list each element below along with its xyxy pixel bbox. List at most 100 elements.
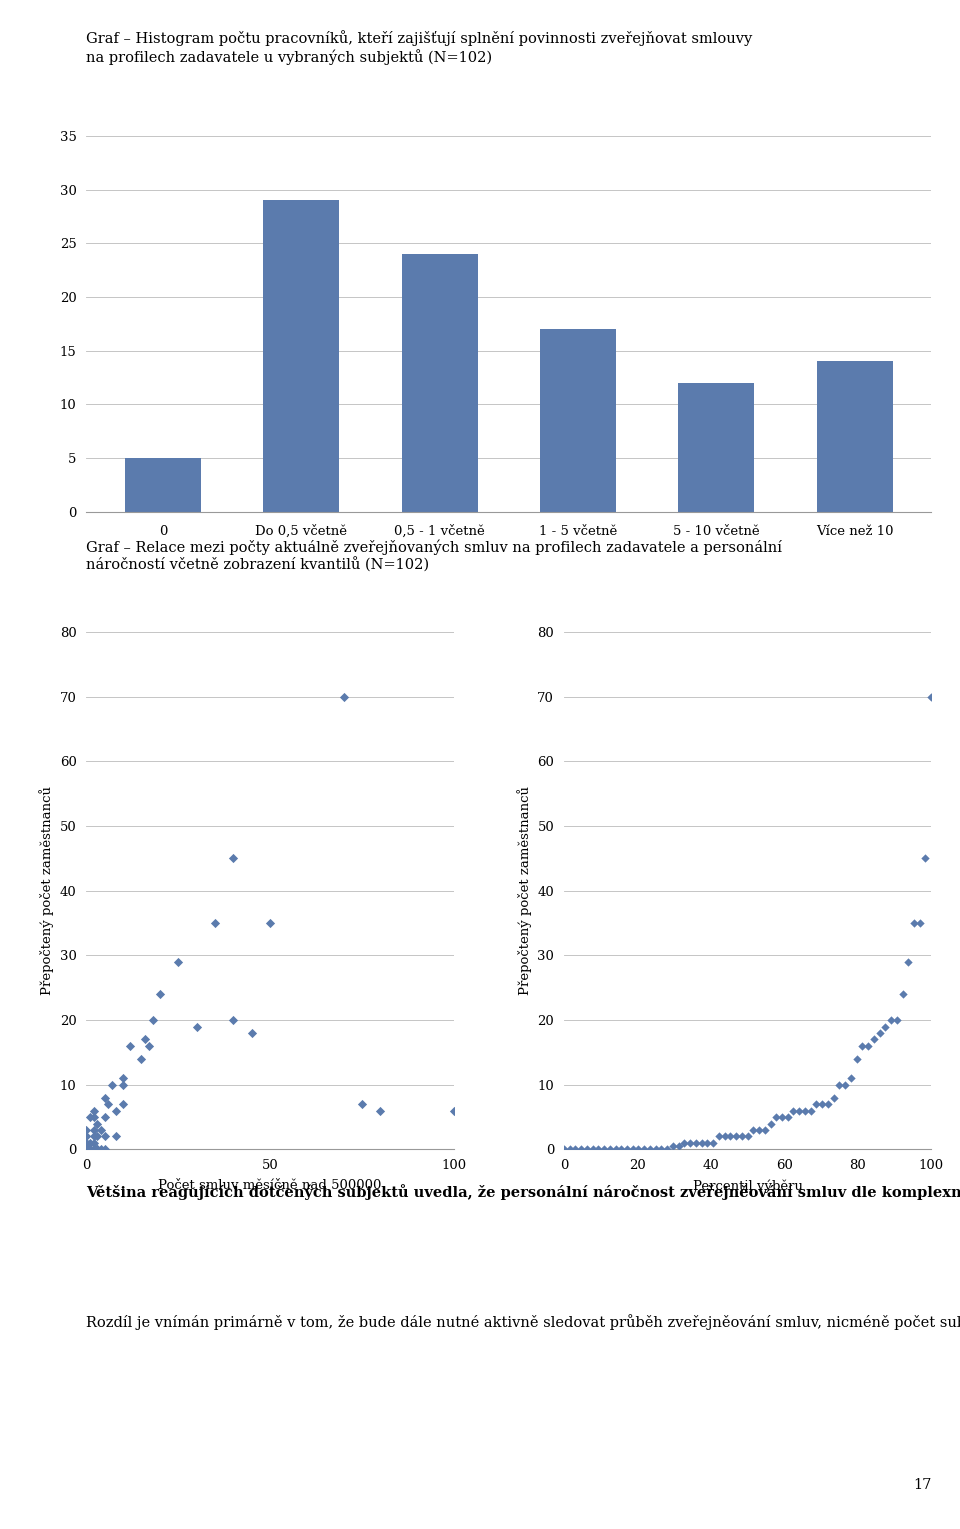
Bar [679, 382, 755, 512]
Point [262, 911, 277, 936]
Point [244, 1021, 259, 1046]
Point [808, 1092, 824, 1116]
Point [93, 1118, 108, 1142]
Bar [817, 361, 893, 512]
Point [906, 911, 922, 936]
Point [79, 1138, 94, 1162]
Point [79, 1138, 94, 1162]
Point [769, 1105, 784, 1130]
Point [86, 1105, 102, 1130]
Point [115, 1072, 131, 1096]
Point [814, 1092, 829, 1116]
Point [729, 1124, 744, 1148]
Point [602, 1138, 617, 1162]
Point [137, 1027, 153, 1052]
Point [780, 1105, 796, 1130]
Bar [263, 200, 339, 512]
Point [567, 1138, 583, 1162]
Point [636, 1138, 652, 1162]
Point [746, 1118, 761, 1142]
Point [648, 1138, 663, 1162]
Point [83, 1105, 98, 1130]
Point [883, 1008, 899, 1032]
Point [79, 1138, 94, 1162]
Point [89, 1138, 105, 1162]
Point [108, 1098, 124, 1122]
Point [677, 1131, 692, 1156]
Point [145, 1008, 160, 1032]
Point [700, 1131, 715, 1156]
Text: 17: 17 [913, 1479, 931, 1492]
Point [895, 982, 910, 1006]
Point [791, 1098, 806, 1122]
Point [141, 1034, 156, 1058]
Point [79, 1135, 94, 1159]
Point [763, 1112, 779, 1136]
Text: Rozdíl je vnímán primárně v tom, že bude dále nutné aktivně sledovat průběh zveř: Rozdíl je vnímán primárně v tom, že bude… [86, 1313, 960, 1330]
Point [837, 1072, 852, 1096]
Point [226, 1008, 241, 1032]
Point [912, 911, 927, 936]
Point [900, 950, 916, 974]
Point [79, 1131, 94, 1156]
X-axis label: Percentil výběru: Percentil výběru [692, 1179, 803, 1193]
Point [79, 1138, 94, 1162]
Point [79, 1138, 94, 1162]
Point [89, 1138, 105, 1162]
Point [153, 982, 168, 1006]
Point [79, 1131, 94, 1156]
Text: Graf – Histogram počtu pracovníků, kteří zajišťují splnění povinnosti zveřejňova: Graf – Histogram počtu pracovníků, kteří… [86, 31, 753, 64]
Point [86, 1138, 102, 1162]
Point [89, 1112, 105, 1136]
Point [706, 1131, 721, 1156]
Point [336, 685, 351, 709]
Point [93, 1138, 108, 1162]
Point [83, 1138, 98, 1162]
Point [683, 1131, 698, 1156]
Bar [401, 254, 478, 512]
Point [97, 1086, 112, 1110]
Point [89, 1124, 105, 1148]
Point [372, 1098, 388, 1122]
Point [608, 1138, 623, 1162]
Point [79, 1138, 94, 1162]
Point [556, 1138, 571, 1162]
Point [79, 1138, 94, 1162]
Point [79, 1135, 94, 1159]
Point [596, 1138, 612, 1162]
Point [866, 1027, 881, 1052]
Point [79, 1138, 94, 1162]
Point [660, 1138, 675, 1162]
Point [860, 1034, 876, 1058]
Point [723, 1124, 738, 1148]
Point [740, 1124, 756, 1148]
Point [872, 1021, 887, 1046]
Text: Většina reagujících dotčených subjektů uvedla, že personální náročnost zveřejněo: Většina reagujících dotčených subjektů u… [86, 1183, 960, 1200]
Point [590, 1138, 606, 1162]
Point [79, 1138, 94, 1162]
Point [752, 1118, 767, 1142]
Point [889, 1008, 904, 1032]
Y-axis label: Přepočtený počet zaměstnanců: Přepočtený počet zaměstnanců [516, 786, 532, 995]
Point [354, 1092, 370, 1116]
Point [671, 1135, 686, 1159]
Point [79, 1124, 94, 1148]
Point [918, 846, 933, 870]
Point [83, 1131, 98, 1156]
Point [803, 1098, 818, 1122]
Point [79, 1118, 94, 1142]
Point [101, 1092, 116, 1116]
Point [207, 911, 223, 936]
Point [226, 846, 241, 870]
Point [854, 1034, 870, 1058]
Text: Graf – Relace mezi počty aktuálně zveřejňovaných smluv na profilech zadavatele a: Graf – Relace mezi počty aktuálně zveřej… [86, 540, 782, 573]
Point [757, 1118, 773, 1142]
Point [775, 1105, 790, 1130]
Bar [125, 459, 201, 512]
Point [843, 1066, 858, 1090]
Point [877, 1014, 893, 1038]
Point [108, 1124, 124, 1148]
Point [654, 1138, 669, 1162]
Point [734, 1124, 750, 1148]
Point [694, 1131, 709, 1156]
